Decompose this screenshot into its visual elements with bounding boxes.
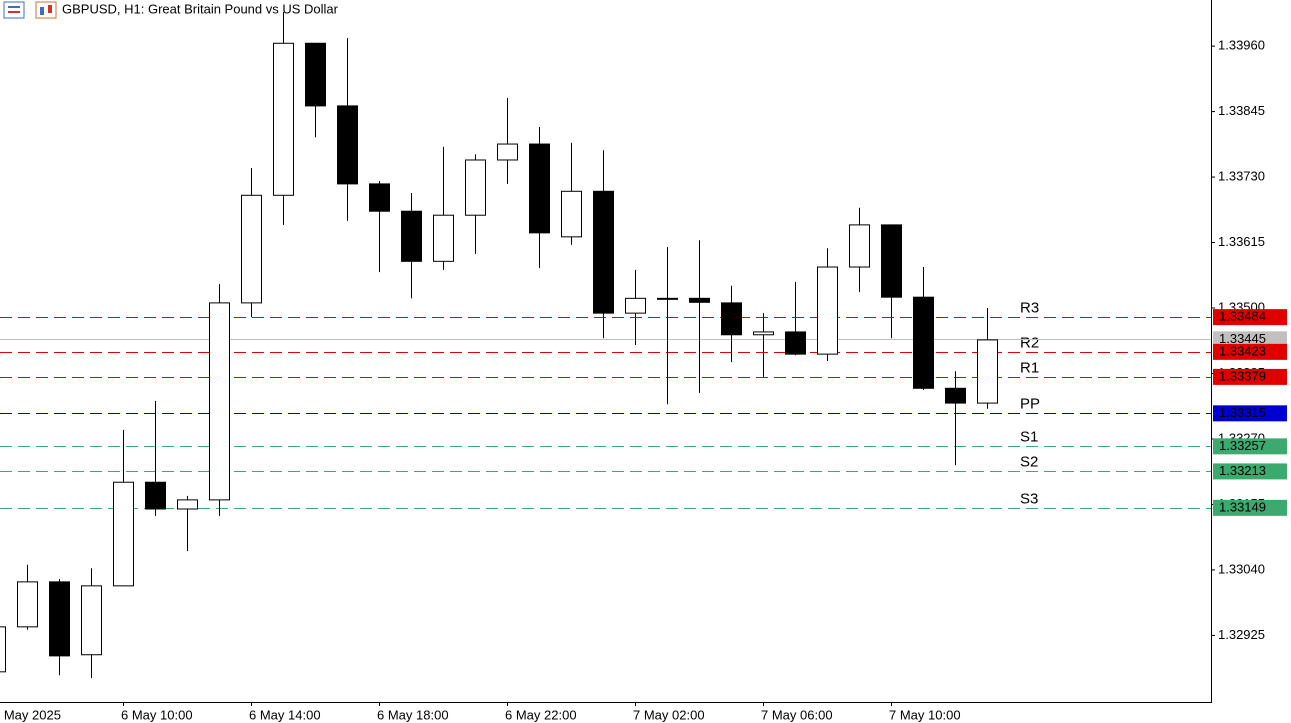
candle-body [177, 499, 198, 510]
pivot-price-label: 1.33315 [1219, 405, 1266, 420]
candle-body [113, 481, 134, 587]
x-tick-label: 7 May 10:00 [889, 707, 961, 722]
candle-body [881, 224, 902, 298]
pivot-price-label: 1.33149 [1219, 499, 1266, 514]
candle-body [273, 42, 294, 196]
candle-body [49, 581, 70, 657]
x-tick-label: 6 May 10:00 [121, 707, 193, 722]
icon [3, 1, 25, 19]
pivot-name: S2 [1020, 453, 1038, 470]
candle-body [401, 210, 422, 262]
pivot-price-label: 1.33379 [1219, 368, 1266, 383]
candle-body [721, 302, 742, 336]
x-tick-label: 7 May 02:00 [633, 707, 705, 722]
x-tick-label: 7 May 06:00 [761, 707, 833, 722]
pivot-name: S1 [1020, 428, 1038, 445]
pivot-price-box [1213, 405, 1287, 422]
last-price-box [1213, 331, 1287, 348]
candle-body [689, 297, 710, 303]
pivot-price-label: 1.33484 [1219, 309, 1266, 324]
candle-body [657, 297, 678, 300]
candle-body [337, 105, 358, 185]
candle-body [0, 626, 6, 673]
candle-body [369, 183, 390, 212]
chart-title: GBPUSD, H1: Great Britain Pound vs US Do… [62, 1, 339, 16]
candle-body [625, 297, 646, 314]
pivot-price-box [1213, 343, 1287, 360]
pivot-name: R1 [1020, 359, 1039, 376]
chart-icons [3, 1, 57, 19]
pivot-name: R2 [1020, 334, 1039, 351]
y-tick-label: 1.32925 [1218, 627, 1265, 642]
pivot-name: S3 [1020, 490, 1038, 507]
candle-body [529, 143, 550, 234]
candle-body [849, 224, 870, 268]
candle-body [497, 143, 518, 161]
candle-body [785, 331, 806, 355]
x-tick-label: 6 May 2025 [0, 707, 61, 722]
candle-body [465, 159, 486, 216]
pivot-price-box [1213, 309, 1287, 326]
candle-body [17, 581, 38, 628]
candle-body [305, 42, 326, 107]
pivot-price-box [1213, 438, 1287, 455]
pivot-price-box [1213, 463, 1287, 480]
candle-body [81, 585, 102, 656]
candle-body [753, 331, 774, 336]
y-tick-label: 1.33040 [1218, 561, 1265, 576]
candle-body [817, 266, 838, 355]
x-tick-label: 6 May 18:00 [377, 707, 449, 722]
icon [35, 1, 57, 19]
icon [40, 7, 44, 15]
y-tick-label: 1.33960 [1218, 38, 1265, 53]
candle-body [593, 190, 614, 314]
candle-body [913, 296, 934, 389]
candle-body [977, 339, 998, 404]
pivot-price-label: 1.33213 [1219, 463, 1266, 478]
candle-body [241, 194, 262, 304]
pivot-name: R3 [1020, 299, 1039, 316]
x-tick-label: 6 May 14:00 [249, 707, 321, 722]
y-tick-label: 1.33730 [1218, 169, 1265, 184]
candle-body [945, 387, 966, 404]
pivot-price-label: 1.33257 [1219, 438, 1266, 453]
icon [48, 5, 52, 13]
last-price-label: 1.33445 [1219, 331, 1266, 346]
candle-body [561, 190, 582, 238]
candle-body [433, 214, 454, 262]
pivot-price-label: 1.33423 [1219, 343, 1266, 358]
candle-body [145, 481, 166, 510]
candle-body [209, 302, 230, 501]
y-tick-label: 1.33845 [1218, 103, 1265, 118]
y-tick-label: 1.33615 [1218, 234, 1265, 249]
pivot-price-box [1213, 499, 1287, 516]
pivot-price-box [1213, 368, 1287, 385]
pivot-name: PP [1020, 395, 1040, 412]
x-tick-label: 6 May 22:00 [505, 707, 577, 722]
